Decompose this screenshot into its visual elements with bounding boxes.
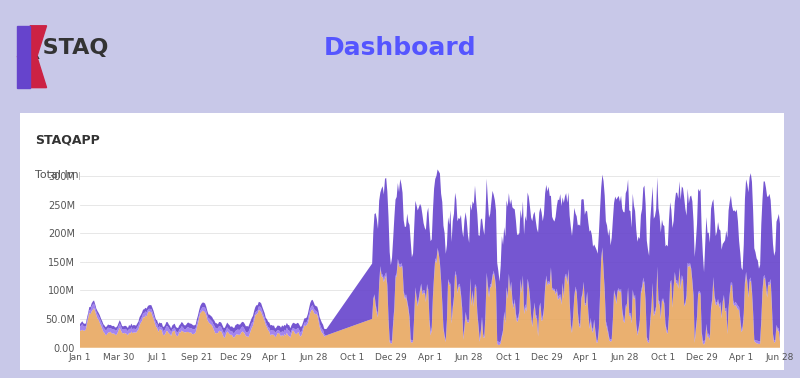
- Text: Total Impressions: Total Impressions: [35, 170, 131, 180]
- FancyBboxPatch shape: [5, 108, 799, 376]
- Text: ❰STAQ: ❰STAQ: [24, 37, 108, 59]
- Polygon shape: [18, 26, 30, 88]
- Polygon shape: [18, 26, 46, 88]
- Text: STAQAPP: STAQAPP: [35, 134, 100, 147]
- Text: Dashboard: Dashboard: [324, 36, 476, 60]
